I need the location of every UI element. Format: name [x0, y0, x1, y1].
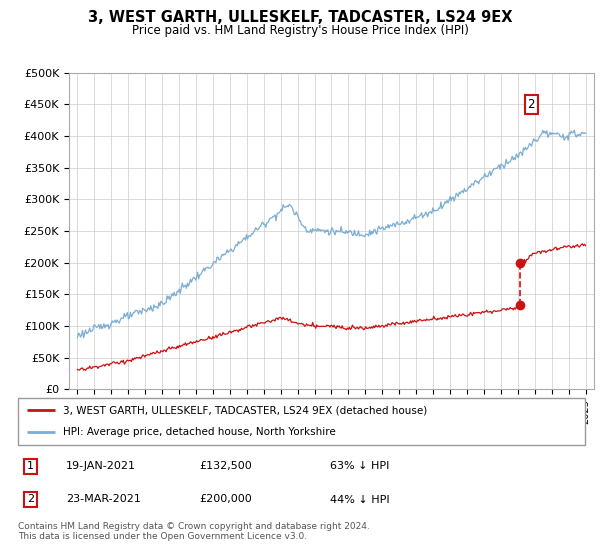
- Text: 63% ↓ HPI: 63% ↓ HPI: [330, 461, 389, 472]
- Text: 19-JAN-2021: 19-JAN-2021: [66, 461, 136, 472]
- Text: 3, WEST GARTH, ULLESKELF, TADCASTER, LS24 9EX: 3, WEST GARTH, ULLESKELF, TADCASTER, LS2…: [88, 10, 512, 25]
- Text: Contains HM Land Registry data © Crown copyright and database right 2024.
This d: Contains HM Land Registry data © Crown c…: [18, 522, 370, 542]
- Text: £200,000: £200,000: [199, 494, 252, 505]
- Text: 23-MAR-2021: 23-MAR-2021: [66, 494, 141, 505]
- Text: 2: 2: [527, 98, 535, 111]
- Text: 1: 1: [27, 461, 34, 472]
- Text: HPI: Average price, detached house, North Yorkshire: HPI: Average price, detached house, Nort…: [64, 427, 336, 437]
- Text: Price paid vs. HM Land Registry's House Price Index (HPI): Price paid vs. HM Land Registry's House …: [131, 24, 469, 36]
- Text: £132,500: £132,500: [199, 461, 252, 472]
- Text: 3, WEST GARTH, ULLESKELF, TADCASTER, LS24 9EX (detached house): 3, WEST GARTH, ULLESKELF, TADCASTER, LS2…: [64, 405, 428, 416]
- Text: 2: 2: [27, 494, 34, 505]
- Text: 44% ↓ HPI: 44% ↓ HPI: [330, 494, 389, 505]
